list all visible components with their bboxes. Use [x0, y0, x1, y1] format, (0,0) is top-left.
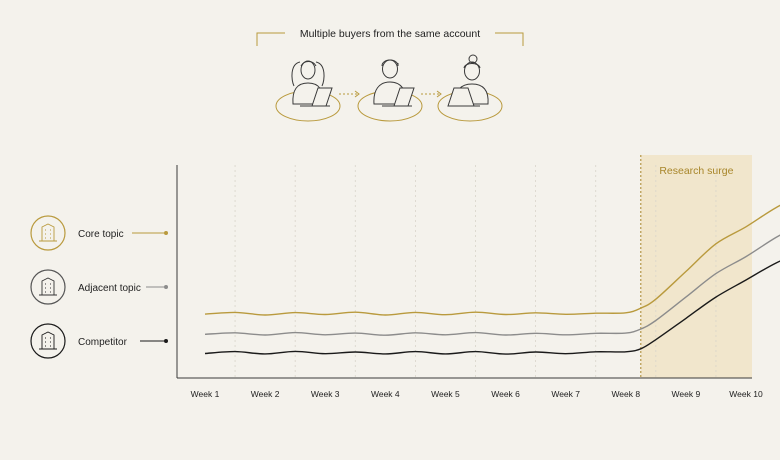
x-tick-labels: Week 1 Week 2 Week 3 Week 4 Week 5 Week 6 Week… — [191, 389, 763, 399]
x-tick-label: Week 7 — [551, 389, 580, 399]
series-lines — [204, 204, 780, 355]
building-icon — [39, 223, 57, 242]
x-tick-label: Week 10 — [729, 389, 763, 399]
bracket-right — [495, 32, 524, 46]
legend-marker — [30, 269, 66, 305]
x-tick-label: Week 9 — [672, 389, 701, 399]
x-tick-label: Week 3 — [311, 389, 340, 399]
legend-connector-dot — [164, 339, 168, 343]
research-surge-label: Research surge — [659, 165, 733, 177]
header-title: Multiple buyers from the same account — [300, 28, 480, 40]
legend-label: Competitor — [78, 337, 128, 348]
legend-item-adjacent-topic: Adjacent topic — [30, 269, 168, 305]
series-line-competitor — [204, 260, 780, 355]
legend-marker — [30, 215, 66, 251]
woman-bun-laptop-icon — [437, 54, 503, 122]
x-tick-label: Week 1 — [191, 389, 220, 399]
x-tick-label: Week 5 — [431, 389, 460, 399]
legend-label: Core topic — [78, 229, 124, 240]
buyer-connector — [339, 90, 360, 98]
x-tick-label: Week 2 — [251, 389, 280, 399]
legend-item-competitor: Competitor — [30, 323, 168, 359]
building-icon — [39, 277, 57, 296]
man-laptop-icon — [357, 59, 423, 122]
x-tick-label: Week 4 — [371, 389, 400, 399]
legend-connector-dot — [164, 231, 168, 235]
header-bracket: Multiple buyers from the same account — [256, 28, 524, 46]
woman-laptop-icon — [275, 60, 341, 122]
bracket-left — [256, 32, 285, 46]
legend-item-core-topic: Core topic — [30, 215, 168, 251]
research-surge-band — [640, 155, 752, 378]
grid-lines — [234, 165, 717, 378]
legend-label: Adjacent topic — [78, 283, 141, 294]
building-icon — [39, 331, 57, 350]
series-line-adjacent-topic — [204, 234, 780, 336]
buyer-connector — [421, 90, 442, 98]
x-tick-label: Week 8 — [611, 389, 640, 399]
legend-marker — [30, 323, 66, 359]
buyers-group — [275, 54, 503, 122]
series-line-core-topic — [204, 204, 780, 316]
legend: Core topic Adjacent topic Competitor — [30, 215, 168, 359]
legend-connector-dot — [164, 285, 168, 289]
x-tick-label: Week 6 — [491, 389, 520, 399]
